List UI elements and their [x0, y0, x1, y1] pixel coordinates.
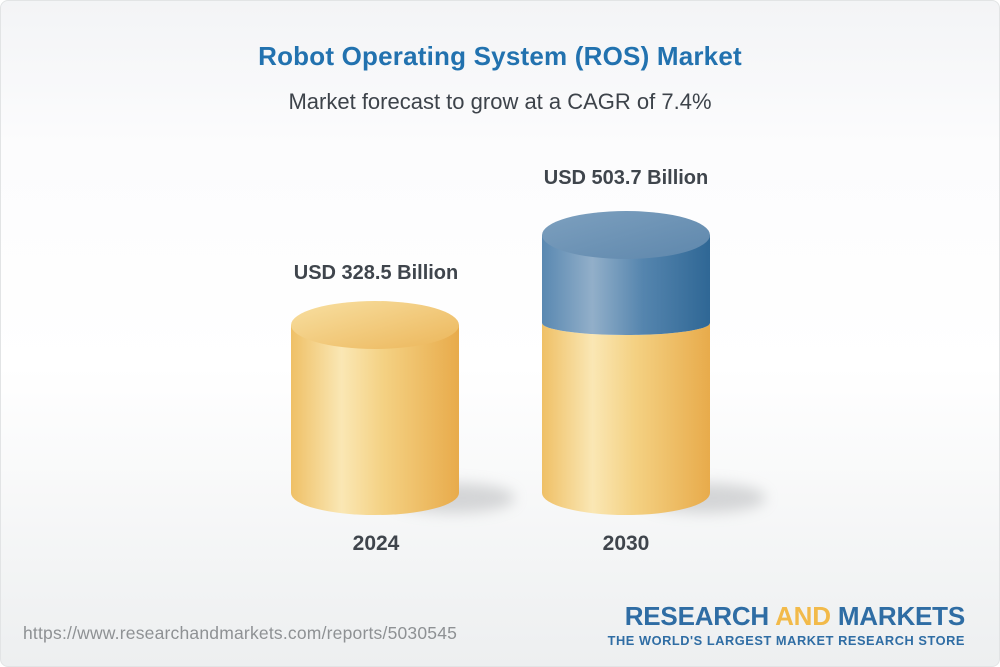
cylinder-2030-yellow-segment [542, 323, 710, 515]
logo-word-markets: MARKETS [837, 601, 965, 631]
logo-wordmark: RESEARCH AND MARKETS [608, 602, 965, 631]
cylinder-2030 [542, 211, 710, 515]
logo-word-and: AND [775, 601, 831, 631]
cylinder-2024 [291, 301, 459, 515]
value-label-2024: USD 328.5 Billion [293, 262, 459, 284]
category-label-2030: 2030 [602, 532, 650, 555]
cylinder-2030-blue-segment [542, 235, 710, 335]
research-and-markets-logo: RESEARCH AND MARKETS THE WORLD'S LARGEST… [607, 602, 966, 648]
page-title: Robot Operating System (ROS) Market [258, 41, 742, 71]
report-url: https://www.researchandmarkets.com/repor… [23, 623, 458, 643]
logo-tagline: THE WORLD'S LARGEST MARKET RESEARCH STOR… [607, 632, 965, 648]
logo-word-research: RESEARCH [624, 601, 770, 631]
value-label-2030: USD 503.7 Billion [543, 167, 709, 189]
chart-subtitle: Market forecast to grow at a CAGR of 7.4… [288, 89, 712, 114]
category-label-2024: 2024 [352, 532, 400, 555]
